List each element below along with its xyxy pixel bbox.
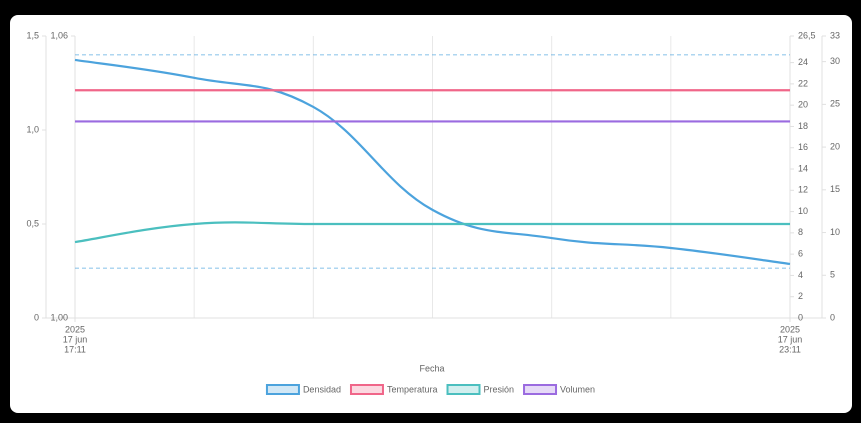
y-tick-label: 25 (830, 99, 840, 109)
y-tick-label: 5 (830, 270, 835, 280)
y-tick-label: 24 (798, 57, 808, 67)
x-tick-label: 2025 (65, 324, 85, 334)
x-tick-label: 17 jun (778, 334, 803, 344)
x-tick-label: 17 jun (63, 334, 88, 344)
x-tick-label: 23:11 (779, 344, 801, 354)
legend-label: Volumen (560, 384, 595, 394)
x-tick-label: 17:11 (64, 344, 86, 354)
legend-swatch (523, 384, 558, 395)
y-tick-label: 20 (830, 141, 840, 151)
y-tick-label: 2 (798, 291, 803, 301)
x-axis-title: Fecha (419, 363, 444, 373)
legend-label: Densidad (303, 384, 341, 394)
y-tick-label: 26,5 (798, 30, 816, 40)
y-tick-label: 10 (798, 206, 808, 216)
legend-swatch (349, 384, 384, 395)
y-tick-label: 6 (798, 249, 803, 259)
legend-label: Temperatura (387, 384, 438, 394)
x-tick-label: 2025 (780, 324, 800, 334)
y-tick-label: 10 (830, 227, 840, 237)
y-tick-label: 16 (798, 142, 808, 152)
y-tick-label: 22 (798, 78, 808, 88)
legend-swatch (265, 384, 300, 395)
y-tick-label: 4 (798, 270, 803, 280)
y-tick-label: 8 (798, 227, 803, 237)
series-line (74, 58, 791, 266)
y-tick-label: 1,0 (26, 124, 39, 134)
legend-swatch (446, 384, 481, 395)
y-tick-label: 0 (830, 312, 835, 322)
y-tick-label: 15 (830, 184, 840, 194)
y-tick-label: 0 (34, 312, 39, 322)
y-tick-label: 20 (798, 100, 808, 110)
y-tick-label: 0 (798, 312, 803, 322)
y-tick-label: 1,00 (50, 312, 68, 322)
y-tick-label: 33 (830, 30, 840, 40)
legend-label: Presión (484, 384, 515, 394)
y-tick-label: 30 (830, 56, 840, 66)
y-tick-label: 14 (798, 163, 808, 173)
y-tick-label: 1,06 (50, 30, 68, 40)
y-tick-label: 12 (798, 185, 808, 195)
series-line (74, 221, 790, 244)
card (10, 15, 852, 413)
y-tick-label: 18 (798, 121, 808, 131)
y-tick-label: 0,5 (26, 218, 39, 228)
y-tick-label: 1,5 (26, 30, 39, 40)
